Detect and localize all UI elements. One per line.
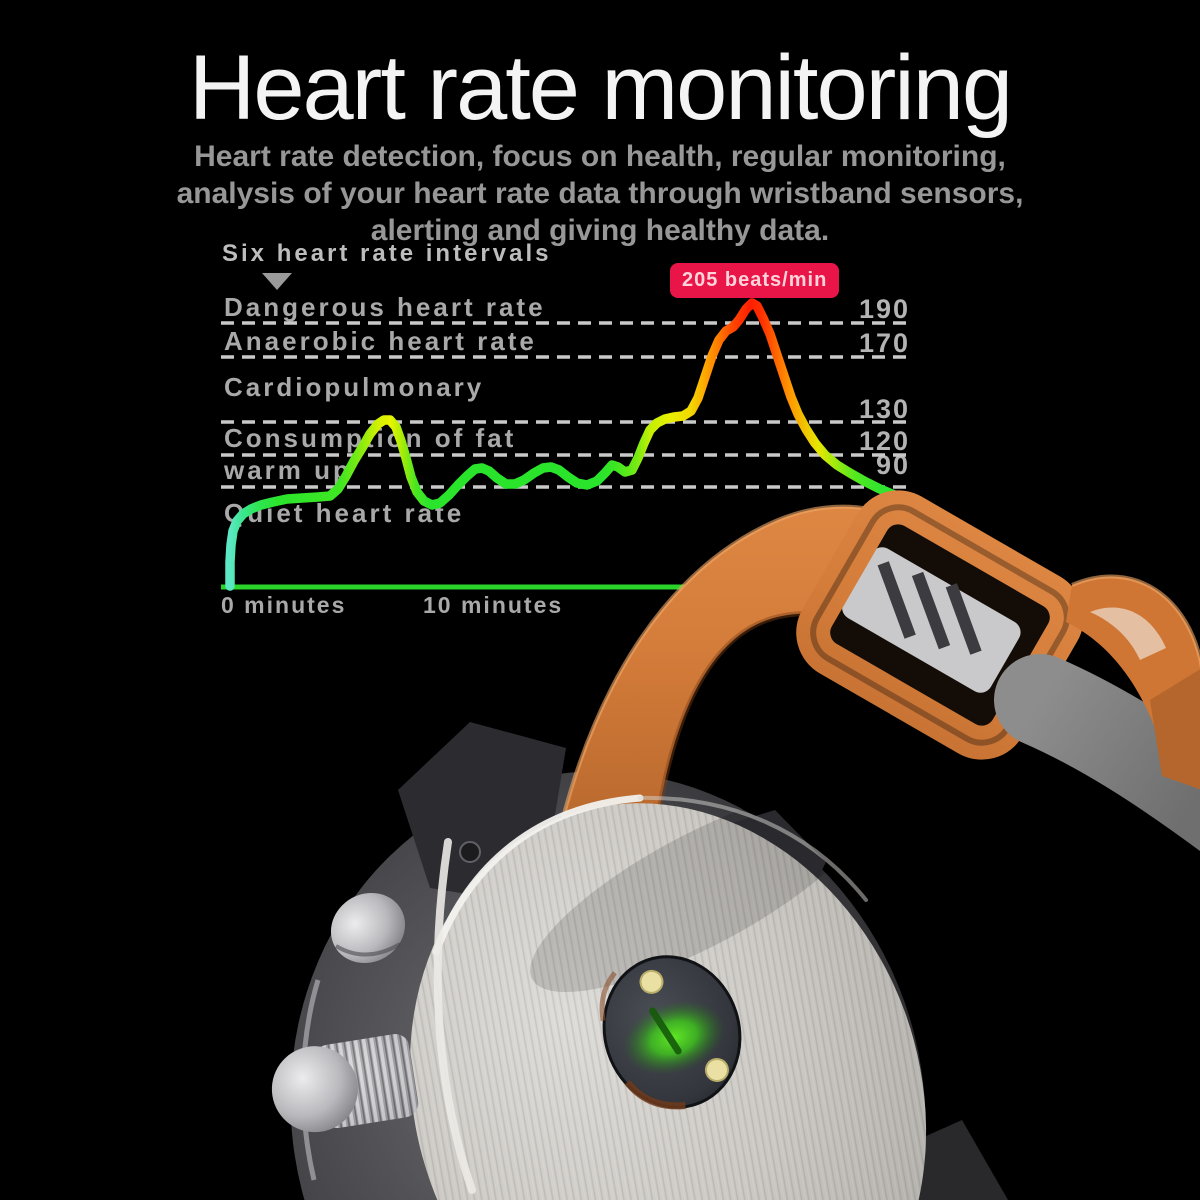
threshold-90: 90 [875,450,910,480]
x-tick-10-minutes: 10 minutes [423,592,564,618]
peak-bpm-badge: 205 beats/min [670,263,840,298]
page-title: Heart rate monitoring [188,37,1013,139]
subtitle-line-1: Heart rate detection, focus on health, r… [194,140,1006,173]
zone-label-anaerobic: Anaerobic heart rate [224,326,537,356]
zone-label-warm-up: warm up [224,455,352,485]
zone-label-dangerous: Dangerous heart rate [224,292,546,322]
zone-label-fat-consumption: Consumption of fat [224,423,517,453]
subtitle-line-3: alerting and giving healthy data. [370,214,830,247]
zone-label-cardiopulmonary: Cardiopulmonary [224,372,485,402]
subtitle: Heart rate detection, focus on health, r… [0,138,1200,249]
threshold-130: 130 [858,394,910,424]
threshold-170: 170 [858,328,910,358]
chart-title: Six heart rate intervals [222,240,552,267]
triangle-down-icon [262,273,292,290]
subtitle-line-2: analysis of your heart rate data through… [176,177,1024,210]
threshold-190: 190 [858,294,910,324]
x-tick-0-minutes: 0 minutes [221,592,347,618]
zone-label-quiet: Quiet heart rate [224,498,465,528]
